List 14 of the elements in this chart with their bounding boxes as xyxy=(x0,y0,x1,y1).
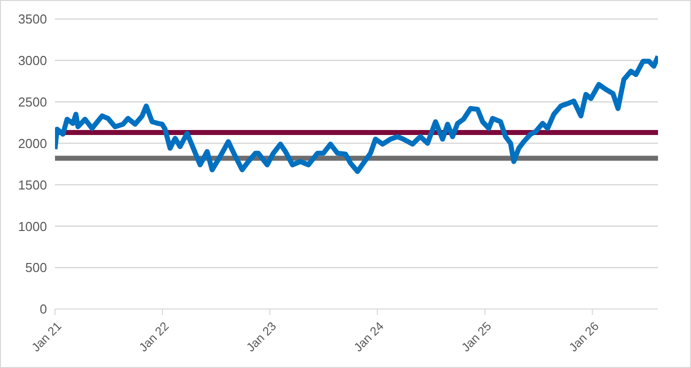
x-tick-label: Jan 24 xyxy=(351,318,387,354)
y-tick-label: 3500 xyxy=(18,12,47,27)
x-tick-label: Jan 25 xyxy=(458,318,494,354)
x-tick-label: Jan 23 xyxy=(244,318,280,354)
y-tick-label: 1500 xyxy=(18,177,47,192)
x-tick-label: Jan 26 xyxy=(566,318,602,354)
y-tick-label: 3000 xyxy=(18,53,47,68)
y-tick-label: 2000 xyxy=(18,136,47,151)
y-tick-label: 1000 xyxy=(18,218,47,234)
x-tick-label: Jan 22 xyxy=(136,318,172,354)
y-tick-label: 0 xyxy=(40,302,47,317)
y-tick-label: 2500 xyxy=(18,94,47,110)
y-tick-label: 500 xyxy=(25,260,47,276)
x-tick-label: Jan 21 xyxy=(28,318,64,354)
